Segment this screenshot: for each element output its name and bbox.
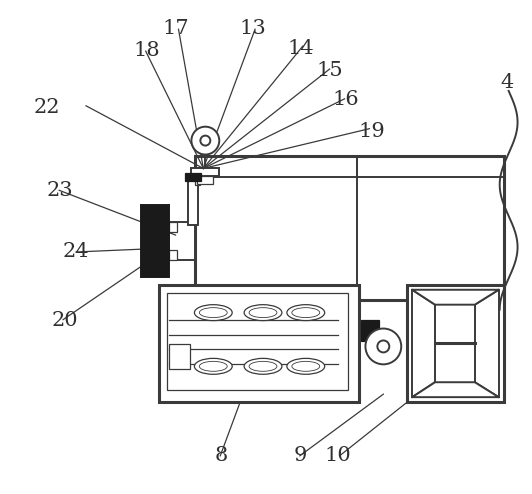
Text: 8: 8	[214, 446, 228, 465]
Text: 15: 15	[316, 61, 343, 80]
Ellipse shape	[287, 305, 325, 321]
Bar	[186, 173, 202, 181]
Text: 4: 4	[500, 73, 513, 92]
Ellipse shape	[200, 361, 227, 371]
Bar	[169, 250, 177, 260]
Ellipse shape	[244, 305, 282, 321]
Text: 19: 19	[359, 122, 385, 141]
Ellipse shape	[292, 361, 320, 371]
Bar	[188, 177, 198, 225]
Bar	[407, 285, 504, 402]
Bar	[169, 344, 190, 370]
Bar	[159, 285, 360, 402]
Bar	[169, 222, 195, 260]
Bar	[197, 176, 213, 184]
Ellipse shape	[194, 358, 232, 374]
Text: 13: 13	[239, 19, 266, 38]
Polygon shape	[412, 382, 498, 397]
Text: 16: 16	[332, 90, 359, 109]
Text: 22: 22	[33, 97, 60, 117]
Text: 14: 14	[287, 39, 314, 58]
Ellipse shape	[287, 358, 325, 374]
Bar	[195, 177, 201, 185]
Bar	[195, 156, 504, 300]
Circle shape	[377, 340, 389, 352]
Ellipse shape	[292, 308, 320, 318]
Text: 20: 20	[52, 311, 78, 330]
Bar	[167, 293, 347, 390]
Text: 18: 18	[134, 41, 160, 60]
Text: 17: 17	[163, 19, 189, 38]
Text: 9: 9	[294, 446, 307, 465]
Bar	[169, 222, 177, 232]
Ellipse shape	[244, 358, 282, 374]
Ellipse shape	[194, 305, 232, 321]
Text: 23: 23	[46, 181, 73, 200]
Text: 10: 10	[324, 446, 351, 465]
Ellipse shape	[249, 361, 277, 371]
Circle shape	[192, 126, 219, 155]
Bar	[140, 205, 169, 277]
Circle shape	[201, 136, 210, 146]
Ellipse shape	[200, 308, 227, 318]
Text: 24: 24	[62, 243, 89, 261]
Ellipse shape	[249, 308, 277, 318]
Bar	[192, 168, 219, 176]
Polygon shape	[412, 290, 498, 305]
Circle shape	[365, 329, 401, 365]
Bar	[361, 320, 379, 341]
